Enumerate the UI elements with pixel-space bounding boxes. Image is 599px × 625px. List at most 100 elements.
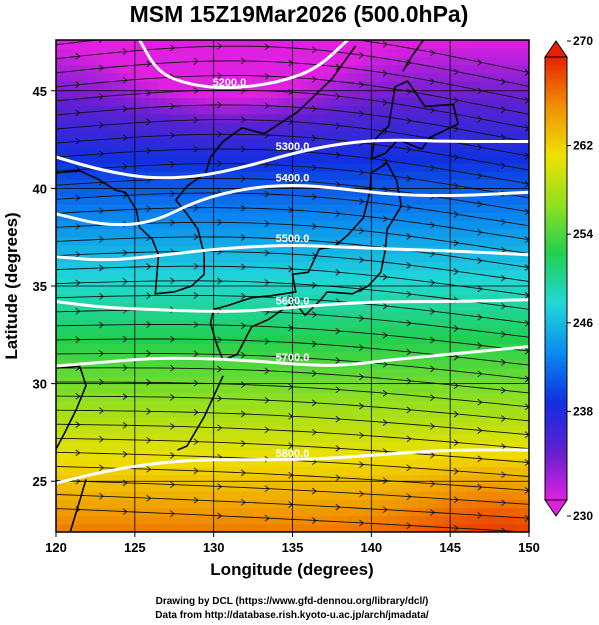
heatmap-cell: [363, 56, 372, 66]
wind-arrow: [335, 327, 341, 335]
heatmap-cell: [213, 466, 223, 476]
heatmap-cell: [410, 384, 420, 394]
heatmap-cell: [142, 122, 152, 131]
heatmap-cell: [126, 433, 136, 443]
heatmap-cell: [379, 425, 388, 435]
heatmap-cell: [205, 138, 215, 148]
heatmap-cell: [521, 450, 529, 459]
wind-arrow: [311, 281, 317, 289]
heatmap-cell: [134, 146, 144, 156]
heatmap-cell: [363, 204, 372, 213]
heatmap-cell: [150, 228, 160, 238]
heatmap-cell: [339, 195, 349, 205]
heatmap-cell: [87, 425, 97, 435]
heatmap-cell: [197, 368, 207, 377]
heatmap-cell: [442, 171, 451, 180]
heatmap-cell: [434, 474, 443, 484]
wind-arrow: [217, 219, 223, 226]
wind-arrow: [477, 172, 483, 180]
heatmap-cell: [473, 195, 483, 205]
heatmap-cell: [489, 351, 499, 361]
heatmap-cell: [465, 515, 475, 525]
heatmap-cell: [426, 482, 435, 492]
heatmap-cell: [245, 482, 254, 492]
heatmap-cell: [371, 253, 380, 262]
heatmap-cell: [481, 40, 491, 49]
heatmap-cell: [465, 318, 475, 328]
heatmap-cell: [213, 474, 223, 484]
heatmap-cell: [387, 335, 396, 344]
heatmap-cell: [253, 474, 262, 484]
heatmap-cell: [473, 515, 483, 525]
heatmap-cell: [513, 491, 522, 500]
heatmap-cell: [276, 368, 286, 377]
heatmap-cell: [221, 220, 231, 230]
heatmap-cell: [190, 351, 199, 361]
heatmap-cell: [205, 523, 215, 532]
heatmap-cell: [150, 294, 160, 303]
heatmap-cell: [237, 138, 246, 148]
heatmap-cell: [237, 491, 246, 500]
heatmap-cell: [355, 417, 365, 426]
heatmap-cell: [513, 163, 522, 172]
heatmap-cell: [513, 482, 522, 492]
heatmap-cell: [473, 179, 483, 189]
heatmap-cell: [418, 154, 428, 164]
heatmap-cell: [521, 507, 529, 517]
wind-arrow: [335, 503, 341, 511]
heatmap-cell: [379, 204, 388, 213]
heatmap-cell: [458, 409, 467, 418]
heatmap-cell: [142, 327, 152, 336]
heatmap-cell: [253, 368, 262, 377]
heatmap-cell: [56, 400, 65, 410]
heatmap-cell: [331, 286, 341, 295]
heatmap-cell: [505, 81, 514, 90]
heatmap-cell: [276, 146, 286, 156]
coastline-segment: [402, 40, 425, 72]
heatmap-cell: [347, 146, 357, 156]
heatmap-cell: [95, 318, 104, 328]
heatmap-cell: [268, 450, 278, 459]
heatmap-cell: [229, 81, 238, 90]
heatmap-cell: [473, 236, 483, 246]
heatmap-cell: [513, 220, 522, 230]
heatmap-cell: [268, 491, 278, 500]
heatmap-cell: [300, 195, 309, 205]
heatmap-cell: [119, 318, 128, 328]
heatmap-cell: [63, 89, 73, 98]
wind-arrow: [335, 92, 341, 100]
heatmap-cell: [268, 56, 278, 66]
heatmap-cell: [158, 376, 167, 385]
heatmap-cell: [473, 392, 483, 402]
heatmap-cell: [245, 48, 254, 57]
heatmap-cell: [292, 310, 301, 320]
heatmap-cell: [442, 146, 451, 156]
heatmap-cell: [513, 409, 522, 418]
heatmap-cell: [213, 482, 223, 492]
heatmap-cell: [174, 253, 183, 262]
heatmap-cell: [387, 507, 396, 517]
heatmap-cell: [331, 113, 341, 123]
heatmap-cell: [497, 261, 506, 271]
heatmap-cell: [387, 417, 396, 426]
heatmap-cell: [56, 89, 65, 98]
heatmap-cell: [426, 154, 435, 164]
heatmap-cell: [489, 376, 499, 385]
heatmap-cell: [308, 491, 317, 500]
heatmap-cell: [229, 105, 238, 115]
heatmap-cell: [347, 187, 357, 197]
heatmap-cell: [158, 113, 167, 123]
heatmap-cell: [521, 335, 529, 344]
wind-arrow: [217, 512, 223, 520]
heatmap-cell: [103, 351, 112, 361]
heatmap-cell: [182, 515, 191, 525]
wind-arrow: [406, 88, 412, 96]
heatmap-cell: [158, 343, 167, 353]
heatmap-cell: [331, 163, 341, 172]
heatmap-cell: [56, 48, 65, 57]
heatmap-cell: [426, 327, 435, 336]
heatmap-cell: [450, 277, 459, 287]
heatmap-cell: [473, 294, 483, 303]
heatmap-cell: [268, 474, 278, 484]
heatmap-cell: [418, 286, 428, 295]
